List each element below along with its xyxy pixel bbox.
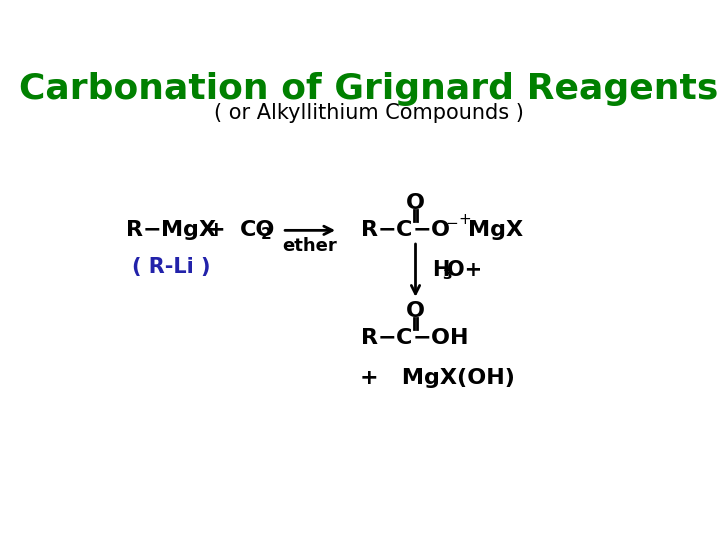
Text: O+: O+ — [446, 260, 482, 280]
Text: +: + — [207, 220, 225, 240]
Text: +   MgX(OH): + MgX(OH) — [360, 368, 515, 388]
Text: 3: 3 — [442, 268, 451, 282]
Text: +: + — [458, 212, 471, 227]
Text: O: O — [406, 301, 425, 321]
Text: O: O — [406, 193, 425, 213]
Text: H: H — [433, 260, 450, 280]
Text: R$\mathbf{-}$C$\mathbf{-}$OH: R$\mathbf{-}$C$\mathbf{-}$OH — [360, 328, 468, 348]
Text: R$\mathbf{-}$MgX: R$\mathbf{-}$MgX — [125, 218, 217, 242]
Text: −: − — [445, 216, 458, 231]
Text: ( or Alkyllithium Compounds ): ( or Alkyllithium Compounds ) — [214, 103, 524, 123]
Text: CO: CO — [240, 220, 275, 240]
Text: 2: 2 — [261, 227, 271, 242]
Text: R$\mathbf{-}$C$\mathbf{-}$O: R$\mathbf{-}$C$\mathbf{-}$O — [360, 220, 450, 240]
Text: MgX: MgX — [468, 220, 523, 240]
Text: ether: ether — [283, 237, 338, 255]
Text: Carbonation of Grignard Reagents: Carbonation of Grignard Reagents — [19, 72, 719, 106]
Text: ( R-Li ): ( R-Li ) — [132, 258, 211, 278]
